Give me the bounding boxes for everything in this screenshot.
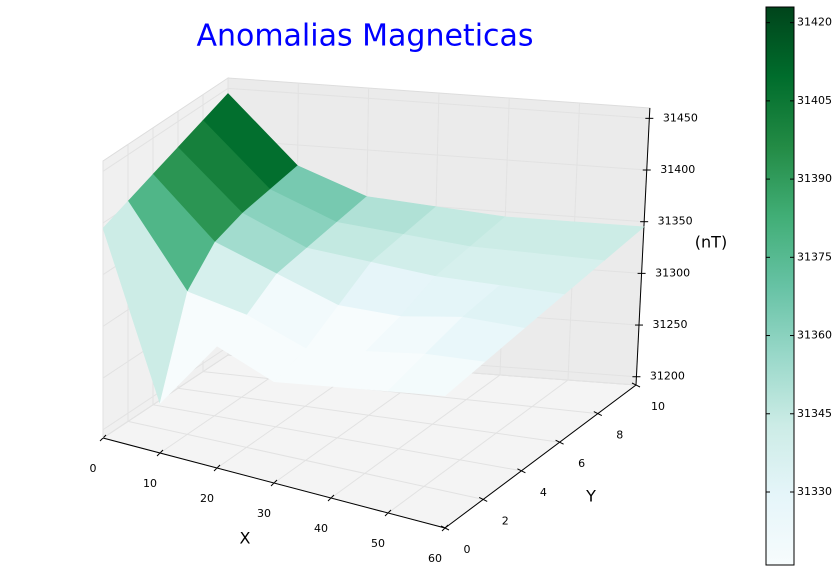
z-tick-label: 31350 bbox=[658, 215, 693, 228]
grid-line bbox=[387, 379, 569, 514]
y-tick-label: 4 bbox=[540, 486, 547, 499]
colorbar bbox=[765, 6, 795, 566]
colorbar-tick-label: 31390 bbox=[797, 172, 832, 185]
grid-line bbox=[127, 420, 484, 500]
y-tick-label: 2 bbox=[502, 514, 509, 527]
x-tick-label: 50 bbox=[371, 537, 385, 550]
x-tick-label: 0 bbox=[90, 462, 97, 475]
x-tick-label: 40 bbox=[314, 522, 328, 535]
surface-cell bbox=[387, 353, 486, 397]
z-tick-label: 31450 bbox=[663, 111, 698, 124]
grid-line bbox=[102, 87, 229, 172]
y-tick-label: 6 bbox=[578, 457, 585, 470]
grid-line bbox=[330, 374, 501, 499]
z-tick-label: 31300 bbox=[655, 266, 690, 279]
z-tick-label: 31250 bbox=[652, 318, 687, 331]
z-axis bbox=[635, 107, 651, 386]
surface bbox=[102, 93, 645, 405]
x-tick-label: 30 bbox=[257, 507, 271, 520]
z-axis-label: (nT) bbox=[695, 233, 727, 252]
z-tick-label: 31400 bbox=[660, 163, 695, 176]
y-tick-label: 10 bbox=[651, 400, 665, 413]
x-axis-label: X bbox=[240, 529, 251, 548]
y-tick-label: 0 bbox=[464, 543, 471, 556]
grid-line bbox=[227, 87, 650, 119]
grid-line bbox=[227, 139, 647, 171]
x-tick-label: 60 bbox=[428, 552, 442, 565]
colorbar-tick-label: 31345 bbox=[797, 407, 832, 420]
colorbar-tick-label: 31360 bbox=[797, 329, 832, 342]
grid-line bbox=[177, 387, 560, 443]
colorbar-tick-label: 31405 bbox=[797, 94, 832, 107]
z-tick-label: 31200 bbox=[650, 370, 685, 383]
y-tick-label: 8 bbox=[616, 429, 623, 442]
grid-line bbox=[152, 404, 522, 472]
y-axis bbox=[444, 384, 637, 529]
x-axis bbox=[102, 437, 446, 529]
x-tick-label: 20 bbox=[200, 492, 214, 505]
y-axis-label: Y bbox=[585, 487, 596, 506]
colorbar-tick-label: 31420 bbox=[797, 16, 832, 29]
colorbar-tick-label: 31375 bbox=[797, 250, 832, 263]
colorbar-tick-label: 31330 bbox=[797, 485, 832, 498]
x-tick-label: 10 bbox=[143, 477, 157, 490]
chart-title: Anomalias Magneticas bbox=[196, 19, 533, 54]
